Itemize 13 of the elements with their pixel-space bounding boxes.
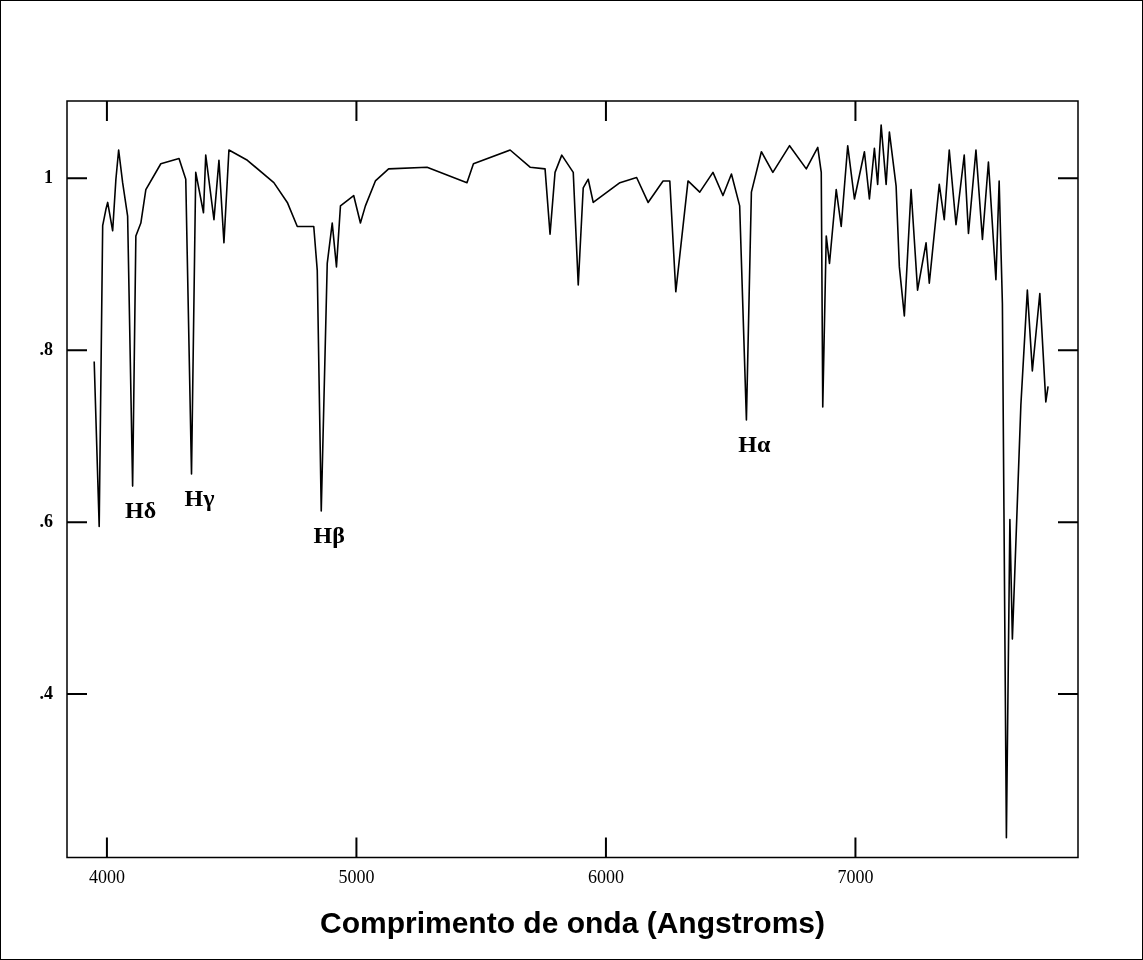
annotation: Hγ — [184, 485, 215, 512]
x-tick-label: 6000 — [587, 866, 624, 887]
annotation: Hδ — [125, 497, 157, 524]
y-tick-label: .4 — [39, 682, 53, 703]
x-tick-label: 7000 — [837, 866, 874, 887]
x-tick-label: 5000 — [338, 866, 375, 887]
annotation: Hα — [738, 431, 772, 458]
x-axis-title: Comprimento de onda (Angstroms) — [319, 906, 826, 940]
y-tick-label: .8 — [39, 338, 53, 359]
annotation: Hβ — [313, 522, 345, 549]
y-tick-label: 1 — [44, 167, 53, 188]
x-tick-label: 4000 — [88, 866, 125, 887]
y-tick-label: .6 — [39, 510, 53, 531]
